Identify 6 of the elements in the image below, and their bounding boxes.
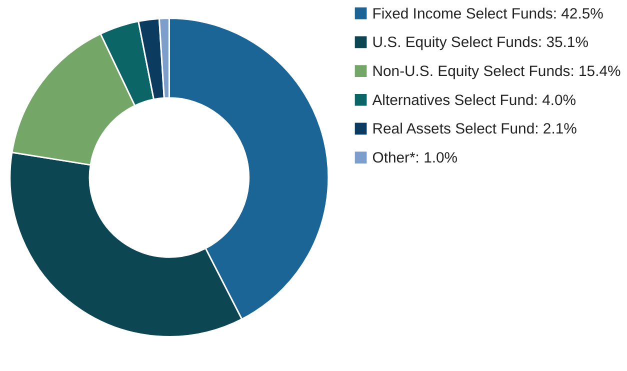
- legend-label: Non-U.S. Equity Select Funds: 15.4%: [372, 62, 621, 80]
- legend-label: U.S. Equity Select Funds: 35.1%: [372, 34, 588, 52]
- legend-label: Fixed Income Select Funds: 42.5%: [372, 5, 604, 22]
- legend-label: Other*: 1.0%: [372, 150, 458, 167]
- legend-label: Alternatives Select Fund: 4.0%: [372, 92, 576, 109]
- legend-label: Real Assets Select Fund: 2.1%: [372, 120, 577, 138]
